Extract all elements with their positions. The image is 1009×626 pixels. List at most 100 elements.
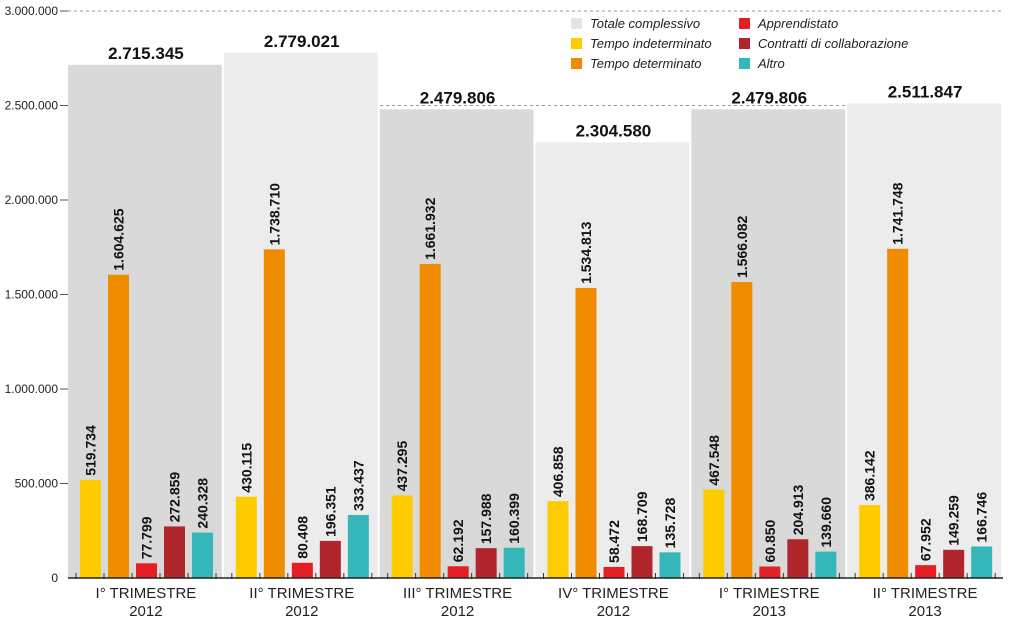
total-bar-label: 2.479.806 xyxy=(731,88,807,107)
bar-value-label: 437.295 xyxy=(394,441,410,492)
series-bar xyxy=(475,548,497,578)
series-bar xyxy=(943,549,965,578)
bar-value-label: 386.142 xyxy=(862,450,878,501)
legend-label: Apprendistato xyxy=(757,16,838,31)
bar-value-label: 166.746 xyxy=(974,492,990,543)
bar-value-label: 519.734 xyxy=(83,425,99,476)
series-bar xyxy=(547,501,569,578)
total-bars: 2.715.345 2.779.021 2.479.806 2.304.580 2.47… xyxy=(68,32,1001,579)
category-label-line2: 2012 xyxy=(129,603,162,620)
bar-value-label: 60.850 xyxy=(762,519,778,562)
legend-swatch xyxy=(739,38,750,49)
legend-swatch xyxy=(571,18,582,29)
y-tick-label: 2.500.000 xyxy=(5,99,59,113)
bar-value-label: 1.738.710 xyxy=(266,183,282,245)
series-bar xyxy=(787,539,809,578)
bar-value-label: 196.351 xyxy=(322,486,338,537)
legend-label: Tempo determinato xyxy=(590,56,702,71)
series-bar xyxy=(971,546,993,578)
legend-swatch xyxy=(571,58,582,69)
total-bar-label: 2.511.847 xyxy=(888,82,963,101)
legend-label: Totale complessivo xyxy=(590,16,700,31)
total-bar-label: 2.779.021 xyxy=(264,32,340,51)
bar-value-label: 80.408 xyxy=(294,516,310,559)
bar-value-label: 77.799 xyxy=(139,516,155,559)
series-bar xyxy=(731,282,753,578)
bar-value-label: 406.858 xyxy=(550,446,566,497)
series-bars: 519.734 1.604.625 77.799 272.859 240.328 430.… xyxy=(80,182,993,579)
y-tick-label: 3.000.000 xyxy=(5,4,59,18)
total-bar-label: 2.479.806 xyxy=(420,88,496,107)
legend-label: Tempo indeterminato xyxy=(590,36,712,51)
series-bar xyxy=(291,562,313,578)
bar-value-label: 62.192 xyxy=(450,519,466,562)
legend-swatch xyxy=(739,18,750,29)
y-tick-label: 1.000.000 xyxy=(5,382,59,396)
y-tick-label: 2.000.000 xyxy=(5,193,59,207)
category-label-line2: 2013 xyxy=(753,603,786,620)
category-label-line2: 2013 xyxy=(908,603,941,620)
bar-value-label: 1.741.748 xyxy=(890,182,906,244)
bar-value-label: 58.472 xyxy=(606,520,622,563)
series-bar xyxy=(164,526,185,578)
bar-value-label: 1.604.625 xyxy=(111,208,127,270)
bar-value-label: 1.661.932 xyxy=(422,197,438,259)
category-label-line1: II° TRIMESTRE xyxy=(249,585,354,602)
y-tick-label: 0 xyxy=(51,571,58,585)
series-bar xyxy=(887,248,909,578)
bar-value-label: 1.566.082 xyxy=(734,216,750,278)
bar-value-label: 430.115 xyxy=(238,443,254,493)
bar-value-label: 149.259 xyxy=(946,495,962,546)
series-bar xyxy=(136,563,157,578)
total-bar-label: 2.715.345 xyxy=(108,44,184,63)
series-bar xyxy=(391,495,413,578)
category-label-line2: 2012 xyxy=(597,603,630,620)
bar-value-label: 67.952 xyxy=(918,518,934,561)
y-axis-ticks: 0 500.000 1.000.000 1.500.000 2.000.000 2.500… xyxy=(5,4,59,585)
category-label-line1: IV° TRIMESTRE xyxy=(558,585,669,602)
bar-value-label: 467.548 xyxy=(706,435,722,486)
bar-value-label: 333.437 xyxy=(350,460,366,511)
bar-value-label: 240.328 xyxy=(195,478,211,529)
legend-swatch xyxy=(571,38,582,49)
series-bar xyxy=(192,532,213,578)
total-bar xyxy=(847,103,1001,578)
y-tick-label: 1.500.000 xyxy=(5,288,59,302)
category-label-line1: III° TRIMESTRE xyxy=(403,585,512,602)
series-bar xyxy=(347,514,369,578)
category-label-line2: 2012 xyxy=(441,603,474,620)
legend-swatch xyxy=(739,58,750,69)
legend-label: Contratti di collaborazione xyxy=(758,36,908,51)
y-tick-label: 500.000 xyxy=(15,477,59,491)
category-label-line1: I° TRIMESTRE xyxy=(719,585,820,602)
bar-value-label: 272.859 xyxy=(167,472,183,523)
legend-label: Altro xyxy=(757,56,785,71)
total-bar-label: 2.304.580 xyxy=(576,121,652,140)
series-bar xyxy=(108,274,129,578)
legend: Totale complessivo Apprendistato Tempo ind… xyxy=(571,16,908,71)
bar-value-label: 204.913 xyxy=(790,484,806,535)
series-bar xyxy=(235,496,257,578)
series-bar xyxy=(575,287,597,578)
bar-value-label: 157.988 xyxy=(478,493,494,544)
series-bar xyxy=(631,546,653,578)
series-bar xyxy=(603,566,625,578)
category-label-line1: II° TRIMESTRE xyxy=(873,585,978,602)
x-axis xyxy=(68,573,1003,579)
total-bar xyxy=(223,52,378,579)
bar-value-label: 160.399 xyxy=(506,493,522,544)
series-bar xyxy=(659,552,681,578)
series-bar xyxy=(703,489,725,578)
bar-value-label: 168.709 xyxy=(634,491,650,542)
series-bar xyxy=(915,565,937,578)
series-bar xyxy=(859,505,881,578)
series-bar xyxy=(447,566,469,578)
series-bar xyxy=(80,479,101,578)
series-bar xyxy=(759,566,781,578)
category-label-line2: 2012 xyxy=(285,603,318,620)
series-bar xyxy=(503,547,525,578)
series-bar xyxy=(319,540,341,578)
category-label-line1: I° TRIMESTRE xyxy=(96,585,197,602)
